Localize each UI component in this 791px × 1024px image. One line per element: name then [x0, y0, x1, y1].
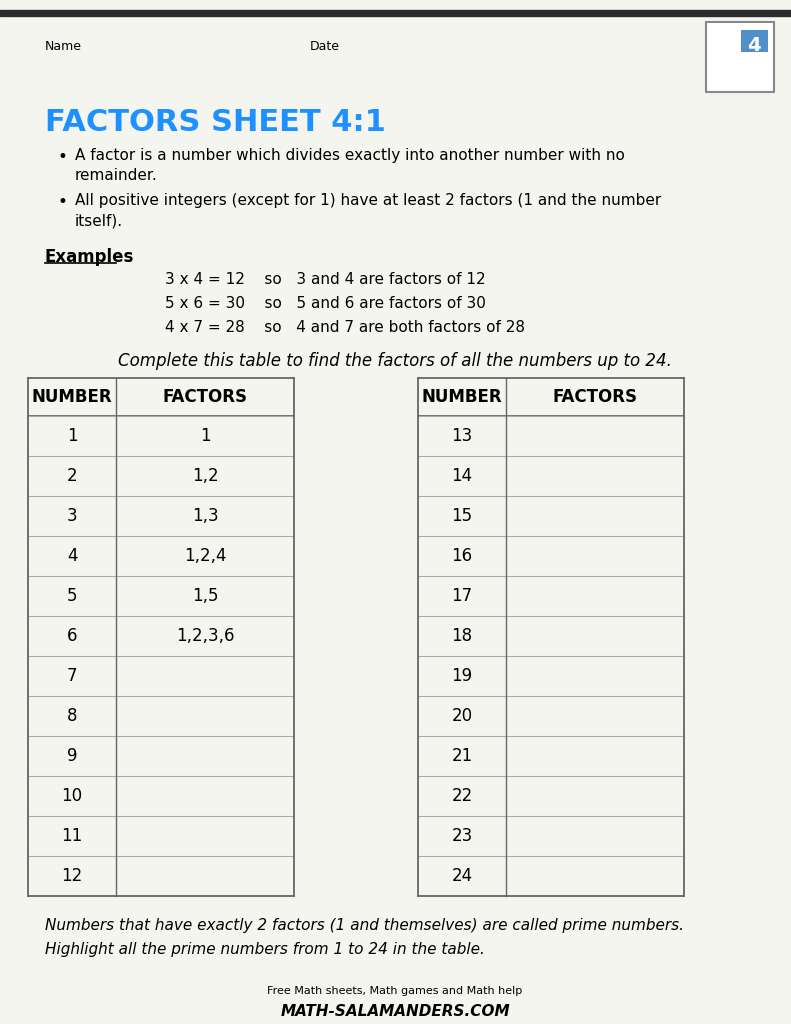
- Text: 5: 5: [66, 587, 78, 605]
- Text: 1,2,3,6: 1,2,3,6: [176, 627, 234, 645]
- Text: 21: 21: [452, 746, 473, 765]
- Text: 22: 22: [452, 787, 473, 805]
- Text: 2: 2: [66, 467, 78, 485]
- Text: 7: 7: [66, 667, 78, 685]
- Text: •: •: [58, 193, 68, 211]
- Text: Highlight all the prime numbers from 1 to 24 in the table.: Highlight all the prime numbers from 1 t…: [45, 942, 485, 957]
- Text: 10: 10: [62, 787, 82, 805]
- Text: 15: 15: [452, 507, 472, 525]
- Text: 4: 4: [66, 547, 78, 565]
- Text: 17: 17: [452, 587, 472, 605]
- Text: remainder.: remainder.: [75, 168, 157, 183]
- Text: FACTORS SHEET 4:1: FACTORS SHEET 4:1: [45, 108, 386, 137]
- Text: FACTORS: FACTORS: [162, 388, 248, 406]
- Text: 6: 6: [66, 627, 78, 645]
- Text: 1,2,4: 1,2,4: [184, 547, 226, 565]
- Text: 11: 11: [62, 827, 82, 845]
- Text: NUMBER: NUMBER: [32, 388, 112, 406]
- Text: 1,3: 1,3: [191, 507, 218, 525]
- Text: Examples: Examples: [45, 248, 134, 266]
- Text: 4 x 7 = 28    so   4 and 7 are both factors of 28: 4 x 7 = 28 so 4 and 7 are both factors o…: [165, 319, 525, 335]
- Text: 24: 24: [452, 867, 472, 885]
- Text: MATH-SALAMANDERS.COM: MATH-SALAMANDERS.COM: [280, 1004, 510, 1019]
- Text: 13: 13: [452, 427, 473, 445]
- Text: A factor is a number which divides exactly into another number with no: A factor is a number which divides exact…: [75, 148, 625, 163]
- Text: FACTORS: FACTORS: [552, 388, 638, 406]
- Text: 1,5: 1,5: [191, 587, 218, 605]
- Text: 14: 14: [452, 467, 472, 485]
- Text: Name: Name: [45, 40, 82, 53]
- Text: 19: 19: [452, 667, 472, 685]
- Text: 4: 4: [747, 36, 761, 55]
- Text: 12: 12: [62, 867, 82, 885]
- Text: 20: 20: [452, 707, 472, 725]
- Text: 18: 18: [452, 627, 472, 645]
- Text: 3: 3: [66, 507, 78, 525]
- Bar: [706, 22, 774, 92]
- Bar: [0, 10, 791, 16]
- Text: 23: 23: [452, 827, 473, 845]
- Text: Free Math sheets, Math games and Math help: Free Math sheets, Math games and Math he…: [267, 986, 523, 996]
- Text: All positive integers (except for 1) have at least 2 factors (1 and the number: All positive integers (except for 1) hav…: [75, 193, 661, 208]
- Text: Date: Date: [310, 40, 340, 53]
- Text: 9: 9: [66, 746, 78, 765]
- Bar: [741, 30, 768, 52]
- Text: 1: 1: [199, 427, 210, 445]
- Text: •: •: [58, 148, 68, 166]
- Text: Numbers that have exactly 2 factors (1 and themselves) are called prime numbers.: Numbers that have exactly 2 factors (1 a…: [45, 918, 684, 933]
- Text: NUMBER: NUMBER: [422, 388, 502, 406]
- Text: 1: 1: [66, 427, 78, 445]
- Text: 5 x 6 = 30    so   5 and 6 are factors of 30: 5 x 6 = 30 so 5 and 6 are factors of 30: [165, 296, 486, 311]
- Text: 3 x 4 = 12    so   3 and 4 are factors of 12: 3 x 4 = 12 so 3 and 4 are factors of 12: [165, 272, 486, 287]
- Text: itself).: itself).: [75, 213, 123, 228]
- Text: 8: 8: [66, 707, 78, 725]
- Text: Complete this table to find the factors of all the numbers up to 24.: Complete this table to find the factors …: [118, 352, 672, 370]
- Text: 16: 16: [452, 547, 472, 565]
- Text: 1,2: 1,2: [191, 467, 218, 485]
